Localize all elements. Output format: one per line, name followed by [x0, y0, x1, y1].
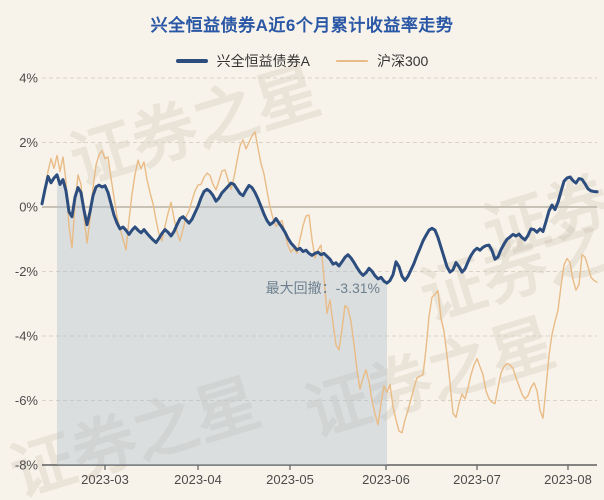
legend-label-fund: 兴全恒益债券A: [216, 53, 310, 69]
x-axis-label: 2023-03: [81, 472, 129, 487]
chart-title: 兴全恒益债券A近6个月累计收益率走势: [150, 16, 454, 35]
x-axis-label: 2023-05: [266, 472, 314, 487]
x-axis-label: 2023-08: [544, 472, 592, 487]
legend-item-fund[interactable]: 兴全恒益债券A: [175, 51, 310, 71]
drawdown-area: [57, 174, 387, 466]
y-axis-label: -6%: [15, 393, 39, 408]
y-axis-label: 4%: [19, 71, 38, 86]
legend-item-index[interactable]: 沪深300: [335, 51, 429, 71]
y-axis-label: 2%: [19, 135, 38, 150]
x-axis-label: 2023-04: [174, 472, 222, 487]
x-axis-label: 2023-07: [453, 472, 501, 487]
fund-line: [40, 173, 599, 285]
y-axis-label: 0%: [19, 200, 38, 215]
x-axis-label: 2023-06: [362, 472, 410, 487]
y-axis-label: -2%: [15, 264, 39, 279]
legend-label-index: 沪深300: [376, 53, 429, 69]
index-line: [41, 131, 598, 434]
index-line-swatch: [335, 60, 368, 62]
chart-legend: 兴全恒益债券A 沪深300: [0, 51, 604, 71]
y-axis-label: -8%: [15, 458, 39, 473]
y-axis-label: -4%: [15, 329, 39, 344]
max-drawdown-annotation: 最大回撤：-3.31%: [266, 280, 380, 296]
fund-line-swatch: [175, 59, 208, 63]
